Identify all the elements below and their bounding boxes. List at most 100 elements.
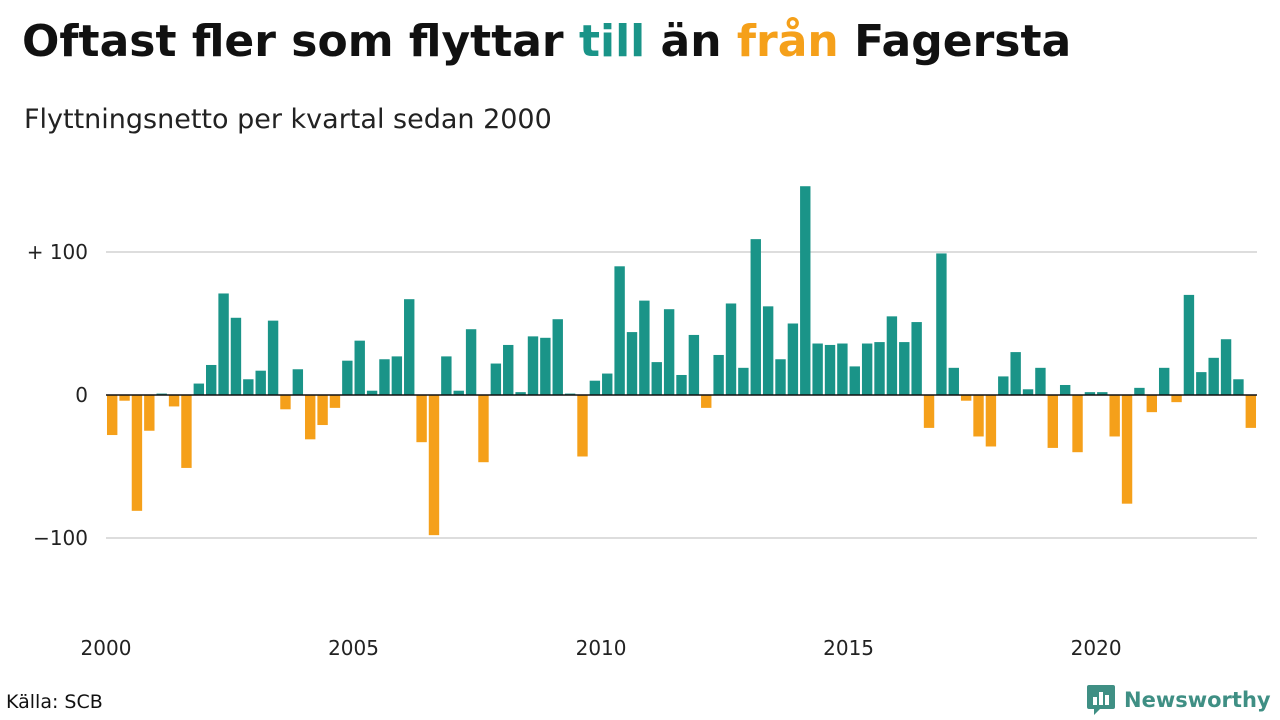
bar — [441, 356, 452, 395]
x-tick-label: 2000 — [81, 636, 132, 660]
bar — [144, 395, 155, 431]
y-tick-label: −100 — [33, 526, 88, 550]
bar — [849, 366, 860, 395]
bar — [280, 395, 291, 410]
bar — [886, 316, 898, 395]
bar — [379, 359, 390, 395]
brand-name: Newsworthy — [1124, 688, 1271, 712]
bar-chart-icon — [1087, 685, 1115, 715]
bar — [490, 363, 502, 395]
bar — [1134, 387, 1145, 395]
bar — [515, 392, 526, 395]
bar — [181, 395, 192, 468]
bar — [428, 395, 440, 536]
bar — [639, 300, 650, 395]
x-tick-label: 2010 — [576, 636, 627, 660]
bar-chart: + 100 0 −100 2000 2005 2010 2015 2020 — [27, 186, 1257, 660]
bar — [1196, 372, 1207, 395]
bar — [1022, 389, 1034, 395]
bar — [168, 395, 180, 407]
x-tick-label: 2005 — [328, 636, 379, 660]
bar — [1146, 395, 1157, 413]
bar — [1010, 352, 1021, 395]
bar — [973, 395, 984, 437]
title-text-start: Oftast fler som flyttar — [22, 16, 579, 67]
bar — [750, 239, 761, 395]
bar — [1245, 395, 1257, 428]
bar — [1109, 395, 1120, 437]
bar — [1072, 395, 1083, 453]
bar — [1097, 392, 1108, 395]
x-tick-label: 2020 — [1071, 636, 1122, 660]
bar — [1220, 339, 1232, 395]
bar — [923, 395, 935, 428]
bar — [292, 369, 304, 395]
bar — [626, 332, 638, 395]
bar — [1158, 367, 1170, 395]
x-tick-label: 2015 — [823, 636, 874, 660]
x-axis-labels: 2000 2005 2010 2015 2020 — [81, 636, 1122, 660]
bar — [267, 320, 279, 395]
bar — [255, 370, 266, 395]
bar — [824, 344, 836, 395]
bar — [577, 395, 588, 457]
bar — [911, 322, 922, 395]
bar — [701, 395, 712, 408]
bar — [812, 343, 823, 395]
bar — [998, 376, 1009, 395]
bar — [453, 390, 464, 395]
bar — [663, 309, 675, 395]
bar — [206, 364, 217, 395]
bar — [329, 395, 341, 408]
bar — [602, 373, 613, 395]
bar — [1121, 395, 1133, 504]
bar — [527, 336, 539, 395]
bar — [193, 383, 205, 395]
title-highlight-fran: från — [736, 16, 839, 67]
bar — [1084, 392, 1096, 395]
bar — [404, 299, 415, 395]
bar — [960, 395, 972, 401]
y-axis-labels: + 100 0 −100 — [27, 240, 88, 550]
bar — [614, 266, 625, 395]
bar — [305, 395, 316, 440]
bar — [676, 374, 687, 395]
y-tick-label: + 100 — [27, 240, 88, 264]
bar — [1059, 384, 1071, 395]
bar — [800, 186, 811, 395]
title-text-end: Fagersta — [838, 16, 1072, 67]
bar — [936, 253, 947, 395]
bar — [478, 395, 489, 463]
newsworthy-logo: Newsworthy — [1086, 682, 1271, 718]
bar — [1208, 357, 1219, 395]
bar — [465, 329, 477, 395]
bar — [1183, 294, 1195, 395]
bar — [503, 344, 514, 395]
bar — [416, 395, 427, 443]
bars — [106, 186, 1257, 536]
bar — [688, 334, 700, 395]
bar — [1047, 395, 1058, 448]
bar — [899, 342, 910, 395]
bar — [775, 359, 786, 395]
chart-title: Oftast fler som flyttar till än från Fag… — [22, 10, 1071, 74]
bar — [106, 395, 118, 436]
bar — [1233, 379, 1244, 395]
title-highlight-till: till — [578, 16, 646, 67]
source-note: Källa: SCB — [6, 691, 103, 713]
bar — [1035, 367, 1046, 395]
chart-subtitle: Flyttningsnetto per kvartal sedan 2000 — [24, 104, 552, 135]
gridlines — [106, 251, 1257, 539]
y-tick-label: 0 — [75, 383, 88, 407]
bar — [589, 380, 601, 395]
bar — [218, 293, 229, 395]
bar — [651, 362, 662, 395]
bar — [787, 323, 799, 395]
bar — [725, 303, 737, 395]
bar — [366, 390, 378, 395]
bar — [243, 379, 254, 395]
bar — [985, 395, 997, 447]
bar — [354, 340, 365, 395]
bar — [762, 306, 774, 395]
bar — [131, 395, 143, 511]
